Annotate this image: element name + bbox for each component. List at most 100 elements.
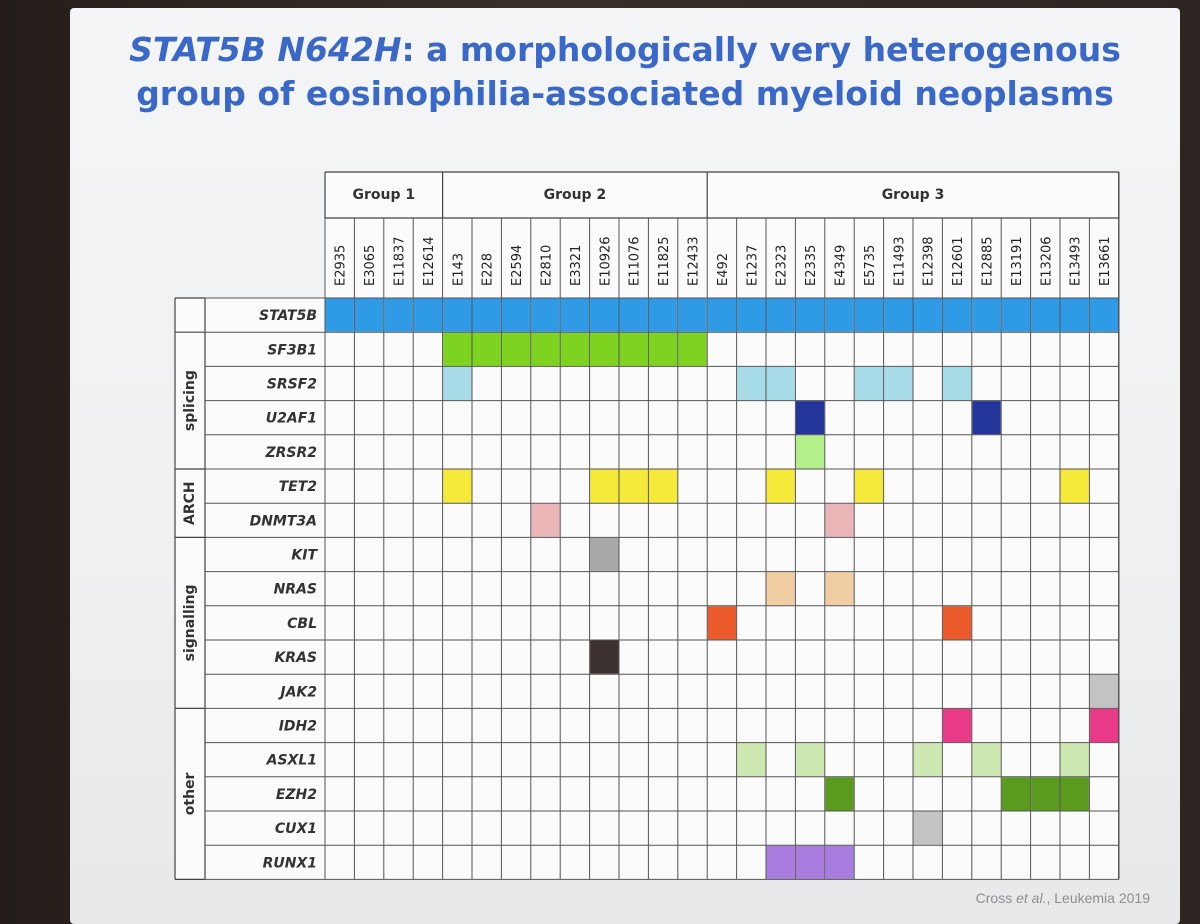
- mutation-cell-srsf2-e143: [443, 366, 472, 401]
- sample-label-e13493: E13493: [1069, 236, 1084, 286]
- title-gene: STAT5B N642H: [129, 30, 402, 69]
- mutation-cell-stat5b-e2323: [766, 298, 795, 332]
- sample-label-e2935: E2935: [334, 245, 349, 286]
- mutation-cell-cux1-e12398: [913, 811, 942, 845]
- mutation-cell-stat5b-e12885: [972, 298, 1001, 332]
- gene-label-ezh2: EZH2: [276, 787, 317, 803]
- gene-label-srsf2: SRSF2: [267, 377, 317, 393]
- group-label-1: Group 1: [352, 187, 415, 203]
- mutation-cell-stat5b-e5735: [854, 298, 884, 332]
- mutation-cell-tet2-e2323: [766, 469, 795, 503]
- sample-label-e4349: E4349: [834, 245, 849, 286]
- mutation-cell-stat5b-e13206: [1031, 298, 1060, 332]
- mutation-cell-stat5b-e11837: [384, 298, 413, 332]
- mutation-cell-stat5b-e12614: [413, 298, 443, 332]
- mutation-cell-sf3b1-e11825: [648, 332, 678, 366]
- sample-label-e11076: E11076: [628, 236, 643, 286]
- citation-authors: Cross: [975, 890, 1017, 906]
- mutation-cell-stat5b-e2810: [531, 298, 560, 332]
- mutation-cell-sf3b1-e143: [443, 332, 472, 366]
- sample-label-e2323: E2323: [775, 245, 790, 286]
- sample-label-e2335: E2335: [804, 245, 819, 286]
- mutation-cell-stat5b-e4349: [825, 298, 854, 332]
- mutation-cell-tet2-e5735: [854, 469, 884, 503]
- mutation-cell-tet2-e11825: [648, 469, 678, 503]
- sample-label-e492: E492: [716, 253, 731, 286]
- mutation-cell-dnmt3a-e4349: [825, 503, 854, 537]
- gene-label-asxl1: ASXL1: [266, 753, 317, 769]
- mutation-cell-stat5b-e10926: [590, 298, 619, 332]
- sample-label-e12601: E12601: [951, 236, 966, 286]
- citation-etal: et al.: [1016, 890, 1047, 906]
- gene-label-jak2: JAK2: [277, 684, 317, 700]
- mutation-cell-cbl-e12601: [942, 606, 972, 640]
- title-line-2: group of eosinophilia-associated myeloid…: [136, 74, 1114, 113]
- mutation-cell-stat5b-e1237: [737, 298, 766, 332]
- sample-label-e11825: E11825: [657, 236, 672, 286]
- mutation-cell-kras-e10926: [590, 640, 619, 674]
- sample-label-e12433: E12433: [687, 236, 702, 286]
- mutation-cell-stat5b-e11825: [648, 298, 678, 332]
- mutation-cell-idh2-e12601: [942, 708, 972, 743]
- mutation-cell-stat5b-e143: [443, 298, 472, 332]
- mutation-cell-idh2-e13661: [1089, 708, 1119, 743]
- table-header-background: [325, 172, 1119, 298]
- sample-label-e3065: E3065: [363, 245, 378, 286]
- sample-label-e143: E143: [451, 253, 466, 286]
- mutation-cell-stat5b-e13493: [1060, 298, 1089, 332]
- group-label-2: Group 2: [544, 187, 607, 203]
- gene-label-cux1: CUX1: [275, 821, 317, 837]
- mutation-cell-stat5b-e2594: [501, 298, 531, 332]
- mutation-cell-runx1-e2335: [795, 845, 825, 879]
- gene-label-runx1: RUNX1: [263, 855, 317, 871]
- citation-rest: , Leukemia 2019: [1046, 890, 1150, 906]
- mutation-cell-srsf2-e12601: [942, 366, 972, 401]
- slide-title: STAT5B N642H: a morphologically very het…: [70, 28, 1180, 116]
- mutation-cell-asxl1-e13493: [1060, 743, 1089, 777]
- mutation-cell-srsf2-e1237: [737, 366, 766, 401]
- mutation-cell-zrsr2-e2335: [795, 435, 825, 469]
- sample-label-e11837: E11837: [393, 236, 408, 286]
- gene-label-sf3b1: SF3B1: [267, 342, 317, 358]
- mutation-cell-asxl1-e1237: [737, 743, 766, 777]
- sample-label-e2810: E2810: [540, 245, 555, 286]
- mutation-cell-cbl-e492: [707, 606, 737, 640]
- mutation-cell-srsf2-e5735: [854, 366, 884, 401]
- mutation-cell-asxl1-e12398: [913, 743, 942, 777]
- citation: Cross et al., Leukemia 2019: [976, 890, 1150, 906]
- gene-label-tet2: TET2: [279, 479, 317, 495]
- sample-label-e11493: E11493: [892, 236, 907, 286]
- gene-label-u2af1: U2AF1: [266, 411, 317, 427]
- mutation-cell-tet2-e11076: [619, 469, 648, 503]
- mutation-cell-sf3b1-e228: [472, 332, 501, 366]
- sample-label-e13661: E13661: [1098, 236, 1113, 286]
- mutation-cell-stat5b-e12601: [942, 298, 972, 332]
- mutation-cell-ezh2-e13206: [1031, 777, 1060, 811]
- mutation-cell-stat5b-e12433: [678, 298, 707, 332]
- group-label-3: Group 3: [882, 187, 945, 203]
- mutation-cell-sf3b1-e12433: [678, 332, 707, 366]
- mutation-cell-tet2-e13493: [1060, 469, 1089, 503]
- mutation-cell-runx1-e4349: [825, 845, 854, 879]
- mutation-cell-jak2-e13661: [1089, 674, 1119, 708]
- mutation-cell-stat5b-e11493: [884, 298, 913, 332]
- gene-label-cbl: CBL: [287, 616, 317, 632]
- sample-label-e1237: E1237: [745, 245, 760, 286]
- category-label-splicing: splicing: [182, 370, 198, 431]
- category-label-signalling: signalling: [182, 584, 198, 661]
- mutation-cell-ezh2-e4349: [825, 777, 854, 811]
- mutation-cell-asxl1-e2335: [795, 743, 825, 777]
- category-label-arch: ARCH: [182, 481, 198, 525]
- mutation-cell-sf3b1-e10926: [590, 332, 619, 366]
- mutation-cell-stat5b-e228: [472, 298, 501, 332]
- mutation-cell-stat5b-e3321: [560, 298, 590, 332]
- mutation-cell-stat5b-e2935: [325, 298, 354, 332]
- title-line-1-rest: : a morphologically very heterogenous: [401, 30, 1121, 69]
- sample-label-e10926: E10926: [598, 236, 613, 286]
- mutation-cell-stat5b-e12398: [913, 298, 942, 332]
- sample-label-e3321: E3321: [569, 245, 584, 286]
- sample-label-e12614: E12614: [422, 236, 437, 286]
- mutation-cell-srsf2-e11493: [884, 366, 913, 401]
- mutation-cell-nras-e4349: [825, 572, 854, 606]
